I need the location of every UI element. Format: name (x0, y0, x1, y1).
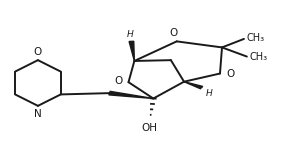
Text: N: N (34, 109, 42, 120)
Text: H: H (206, 89, 212, 98)
Text: O: O (34, 46, 42, 57)
Text: O: O (114, 76, 123, 86)
Text: H: H (127, 30, 134, 39)
Polygon shape (184, 82, 203, 89)
Text: CH₃: CH₃ (246, 33, 264, 43)
Text: CH₃: CH₃ (249, 52, 267, 62)
Text: OH: OH (142, 124, 158, 133)
Polygon shape (109, 91, 153, 98)
Text: O: O (169, 28, 177, 38)
Polygon shape (129, 41, 134, 61)
Text: O: O (226, 69, 235, 79)
